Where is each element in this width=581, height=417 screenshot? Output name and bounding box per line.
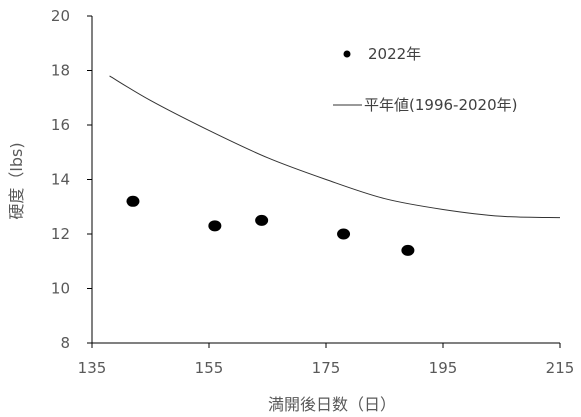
x-tick-labels: 135 155 175 195 215 <box>78 359 575 377</box>
y-tick-label: 14 <box>51 171 70 189</box>
normal-curve-line <box>109 75 561 219</box>
y-tick-label: 16 <box>51 116 70 134</box>
y-tick-labels: 8 10 12 14 16 18 20 <box>51 7 70 352</box>
x-tick-label: 195 <box>429 359 458 377</box>
y-tick-label: 8 <box>60 334 70 352</box>
data-point <box>208 220 222 232</box>
data-point <box>126 195 140 207</box>
x-tick-label: 135 <box>78 359 107 377</box>
y-axis-title: 硬度（lbs) <box>7 142 26 219</box>
x-tick-label: 155 <box>195 359 224 377</box>
legend-marker-2022 <box>343 50 351 58</box>
legend-label-normal: 平年値(1996-2020年) <box>364 96 517 114</box>
x-tick-label: 215 <box>546 359 575 377</box>
y-tick-label: 18 <box>51 62 70 80</box>
data-point <box>337 228 351 240</box>
y-tick-label: 12 <box>51 225 70 243</box>
y-tick-label: 10 <box>51 280 70 298</box>
data-point <box>255 214 269 226</box>
y-tick-label: 20 <box>51 7 70 25</box>
axes <box>87 15 561 348</box>
x-tick-label: 175 <box>312 359 341 377</box>
plot-area <box>109 75 561 256</box>
x-axis-title: 満開後日数（日） <box>268 395 396 414</box>
legend-label-2022: 2022年 <box>368 45 421 63</box>
data-point <box>401 244 415 256</box>
